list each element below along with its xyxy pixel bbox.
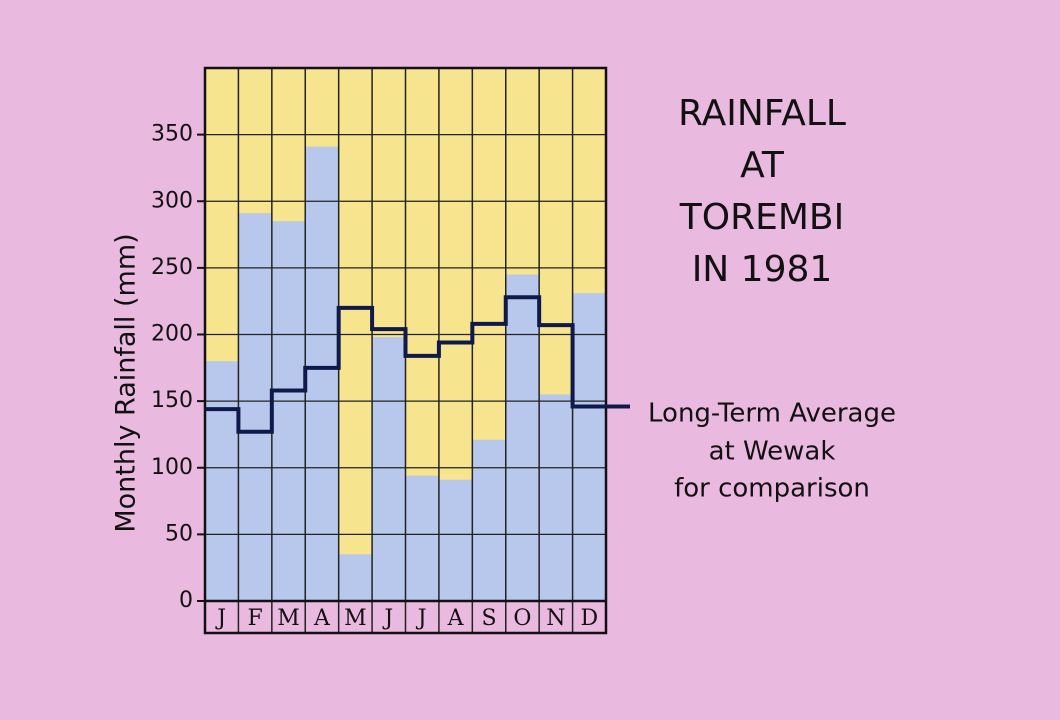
chart-title: IN 1981 — [692, 249, 833, 290]
bar — [438, 479, 473, 601]
y-tick-label: 250 — [151, 255, 193, 280]
bar — [338, 554, 373, 601]
y-tick-label: 300 — [151, 188, 193, 213]
bar — [572, 293, 606, 601]
bar — [405, 475, 439, 601]
y-axis-label: Monthly Rainfall (mm) — [111, 233, 142, 532]
x-tick-label: D — [580, 606, 598, 631]
x-tick-label: J — [382, 606, 393, 631]
y-tick-label: 50 — [165, 521, 193, 546]
chart-title: TOREMBI — [679, 197, 844, 238]
x-tick-label: M — [344, 606, 367, 631]
x-tick-label: A — [313, 606, 331, 631]
y-tick-label: 150 — [151, 388, 193, 413]
line-label: for comparison — [674, 474, 870, 504]
x-tick-label: J — [416, 606, 427, 631]
bar — [305, 146, 339, 601]
chart-title: RAINFALL — [678, 93, 846, 134]
x-tick-label: S — [482, 606, 497, 631]
y-tick-label: 200 — [151, 322, 193, 347]
line-label: at Wewak — [709, 437, 836, 467]
x-tick-label: M — [277, 606, 300, 631]
bar — [505, 274, 540, 601]
plot-frame — [203, 66, 608, 635]
line-label: Long-Term Average — [648, 399, 896, 429]
chart-title: AT — [740, 145, 785, 186]
x-tick-label: J — [215, 606, 226, 631]
bar — [271, 221, 306, 602]
x-tick-label: A — [447, 606, 465, 631]
bar — [238, 213, 272, 601]
y-tick-label: 100 — [151, 455, 193, 480]
x-tick-label: N — [546, 606, 565, 631]
x-tick-label: O — [513, 606, 531, 631]
bar — [205, 361, 239, 601]
bar — [372, 337, 406, 601]
bar — [472, 439, 506, 601]
x-tick-label: F — [247, 606, 262, 631]
bar — [539, 394, 573, 601]
y-tick-label: 0 — [179, 588, 193, 613]
average-line — [205, 295, 630, 434]
y-tick-label: 350 — [151, 122, 193, 147]
